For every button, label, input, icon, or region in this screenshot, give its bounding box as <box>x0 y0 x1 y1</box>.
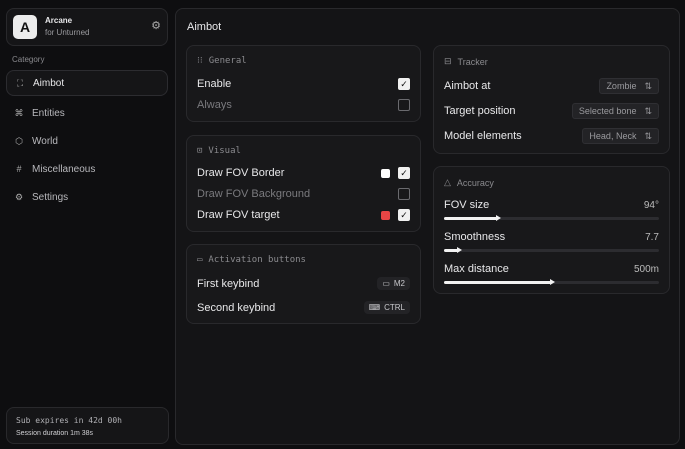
always-checkbox[interactable] <box>398 99 410 111</box>
checkbox[interactable] <box>398 188 410 200</box>
select-value: Head, Neck <box>589 131 637 141</box>
aimbot-at-select[interactable]: Zombie ⇅ <box>599 78 659 94</box>
select-value: Zombie <box>606 81 637 91</box>
draw-fov-border-row[interactable]: Draw FOV Border ✓ <box>197 167 410 179</box>
slider-label: Smoothness <box>444 231 506 243</box>
mouse-icon: ▭ <box>382 279 390 288</box>
second-keybind-row: Second keybind ⌨ CTRL <box>197 301 410 314</box>
section-title: General <box>208 56 247 66</box>
checkbox[interactable]: ✓ <box>398 167 410 179</box>
target-position-select[interactable]: Selected bone ⇅ <box>571 103 659 119</box>
triangle-icon: △ <box>444 177 451 187</box>
updown-icon: ⇅ <box>644 80 652 91</box>
keyboard-icon: ⌨ <box>368 303 381 312</box>
keyboard-icon: ▭ <box>197 255 203 265</box>
updown-icon: ⇅ <box>644 105 652 116</box>
app-header-card: A Arcane for Unturned ⚙ <box>6 8 168 46</box>
subscription-card: Sub expires in 42d 00h Session duration … <box>6 407 169 444</box>
section-title: Accuracy <box>456 177 494 188</box>
entities-icon: ⌘ <box>14 107 24 118</box>
enable-row[interactable]: Enable ✓ <box>197 78 410 90</box>
slider-fill[interactable] <box>444 215 501 221</box>
target-position-row: Target position Selected bone ⇅ <box>444 103 659 119</box>
row-label: Model elements <box>444 130 522 142</box>
row-label: Enable <box>197 78 232 90</box>
section-title: Tracker <box>457 56 488 67</box>
slider-label: FOV size <box>444 199 490 211</box>
draw-fov-background-row[interactable]: Draw FOV Background <box>197 188 410 200</box>
tracker-icon: ⊟ <box>444 56 452 66</box>
page-title: Aimbot <box>187 21 222 33</box>
row-label: Draw FOV Border <box>197 167 285 179</box>
sidebar-item-label: Entities <box>32 107 65 119</box>
color-swatch[interactable] <box>381 168 390 178</box>
sidebar-item-label: Miscellaneous <box>32 163 96 175</box>
select-value: Selected bone <box>578 106 637 116</box>
tracker-card: ⊟ Tracker Aimbot at Zombie ⇅ Target positio… <box>433 45 670 154</box>
slider-fill[interactable] <box>444 247 463 253</box>
slider-row: Max distance 500m <box>444 263 659 275</box>
general-card: ⁝⁝ General Enable ✓ Always <box>186 45 421 122</box>
settings-gear-icon[interactable]: ⚙ <box>151 20 161 32</box>
always-row[interactable]: Always <box>197 99 410 111</box>
draw-fov-target-row[interactable]: Draw FOV target ✓ <box>197 209 410 221</box>
updown-icon: ⇅ <box>644 130 652 141</box>
row-label: Draw FOV target <box>197 209 280 221</box>
row-label: Draw FOV Background <box>197 188 311 200</box>
keybind-button[interactable]: ▭ M2 <box>377 277 410 290</box>
row-label: Target position <box>444 105 516 117</box>
app-logo: A <box>13 15 37 39</box>
general-icon: ⁝⁝ <box>197 56 203 66</box>
sidebar-item-label: World <box>32 135 58 147</box>
row-label: Aimbot at <box>444 80 491 92</box>
visual-card: ⊡ Visual Draw FOV Border ✓ Draw FOV Backgr… <box>186 135 421 232</box>
enable-checkbox[interactable]: ✓ <box>398 78 410 90</box>
slider-track[interactable] <box>444 215 659 221</box>
slider-row: Smoothness 7.7 <box>444 231 659 243</box>
slider-value: 500m <box>633 263 659 275</box>
section-title: Visual <box>208 146 241 156</box>
first-keybind-row: First keybind ▭ M2 <box>197 277 410 290</box>
sub-expiry: Sub expires in 42d 00h <box>16 416 122 425</box>
slider-track[interactable] <box>444 247 659 253</box>
sidebar-item-miscellaneous[interactable]: # Miscellaneous <box>6 156 168 182</box>
gear-icon: ⚙ <box>14 191 24 202</box>
section-title: Activation buttons <box>208 255 306 265</box>
sidebar-item-entities[interactable]: ⌘ Entities <box>6 100 168 126</box>
sidebar-item-world[interactable]: ⬡ World <box>6 128 168 154</box>
app-name: Arcane <box>45 16 73 25</box>
row-label: First keybind <box>197 277 260 290</box>
aimbot-at-row: Aimbot at Zombie ⇅ <box>444 78 659 94</box>
sidebar-item-label: Aimbot <box>33 77 65 89</box>
key-label: CTRL <box>384 303 405 312</box>
visual-icon: ⊡ <box>197 146 203 156</box>
sidebar-item-settings[interactable]: ⚙ Settings <box>6 184 168 210</box>
model-elements-row: Model elements Head, Neck ⇅ <box>444 128 659 144</box>
checkbox[interactable]: ✓ <box>398 209 410 221</box>
keybind-button[interactable]: ⌨ CTRL <box>363 301 410 314</box>
crosshair-icon: ⛶ <box>16 77 24 88</box>
grid-icon: # <box>16 164 22 174</box>
row-label: Second keybind <box>197 301 276 314</box>
color-swatch[interactable] <box>381 210 390 220</box>
slider-value: 94° <box>643 199 659 211</box>
category-label: Category <box>12 55 45 64</box>
model-elements-select[interactable]: Head, Neck ⇅ <box>582 128 659 144</box>
key-label: M2 <box>393 279 405 288</box>
slider-value: 7.7 <box>645 231 659 243</box>
app-subtitle: for Unturned <box>45 28 90 37</box>
slider-track[interactable] <box>444 279 659 285</box>
slider-label: Max distance <box>444 263 509 275</box>
sidebar-item-aimbot[interactable]: ⛶ Aimbot <box>6 70 168 96</box>
slider-fill[interactable] <box>444 279 554 285</box>
activation-card: ▭ Activation buttons First keybind ▭ M2 Sec… <box>186 244 421 324</box>
row-label: Always <box>197 99 232 111</box>
sidebar-item-label: Settings <box>32 191 69 203</box>
session-duration: Session duration 1m 38s <box>16 430 94 437</box>
cube-icon: ⬡ <box>15 135 23 146</box>
slider-row: FOV size 94° <box>444 199 659 211</box>
accuracy-card: △ Accuracy FOV size 94° Smoothness 7.7 Max … <box>433 166 670 294</box>
